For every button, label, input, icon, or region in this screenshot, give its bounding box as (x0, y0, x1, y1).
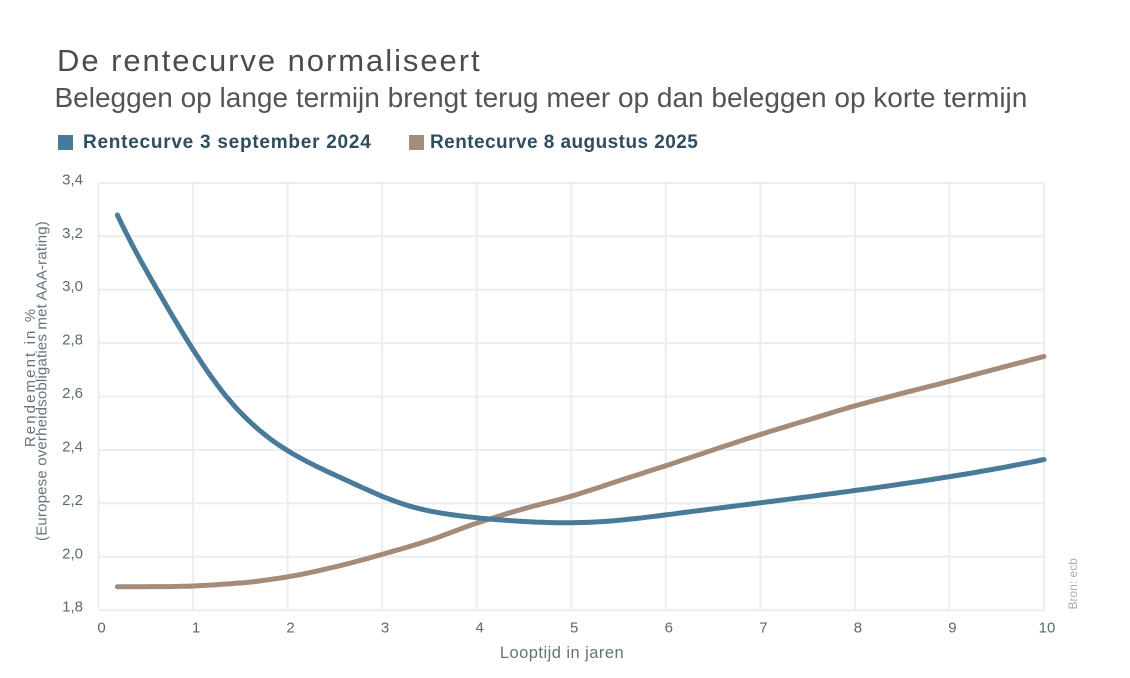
svg-text:2,8: 2,8 (62, 332, 83, 349)
svg-text:6: 6 (665, 620, 673, 637)
svg-text:1: 1 (192, 620, 200, 637)
svg-text:7: 7 (759, 620, 767, 637)
svg-text:4: 4 (476, 620, 484, 637)
svg-text:1,8: 1,8 (62, 599, 83, 616)
svg-text:3,2: 3,2 (62, 225, 83, 242)
svg-text:9: 9 (948, 620, 956, 637)
svg-text:Looptijd in jaren: Looptijd in jaren (500, 644, 624, 662)
svg-text:8: 8 (854, 620, 862, 637)
svg-text:2,0: 2,0 (62, 545, 83, 562)
svg-text:2: 2 (286, 620, 294, 637)
svg-text:Rendement in %: Rendement in % (22, 307, 39, 447)
svg-text:2,2: 2,2 (62, 492, 83, 509)
svg-text:10: 10 (1039, 620, 1056, 637)
svg-text:0: 0 (97, 620, 105, 637)
svg-text:5: 5 (570, 620, 578, 637)
svg-text:Bron: ecb: Bron: ecb (1066, 558, 1080, 610)
svg-text:(Europese overheidsobligaties: (Europese overheidsobligaties met AAA-ra… (33, 221, 50, 541)
svg-text:3,4: 3,4 (62, 171, 83, 188)
svg-text:2,4: 2,4 (62, 439, 83, 456)
svg-text:3,0: 3,0 (62, 278, 83, 295)
svg-text:3: 3 (381, 620, 389, 637)
svg-text:2,6: 2,6 (62, 385, 83, 402)
